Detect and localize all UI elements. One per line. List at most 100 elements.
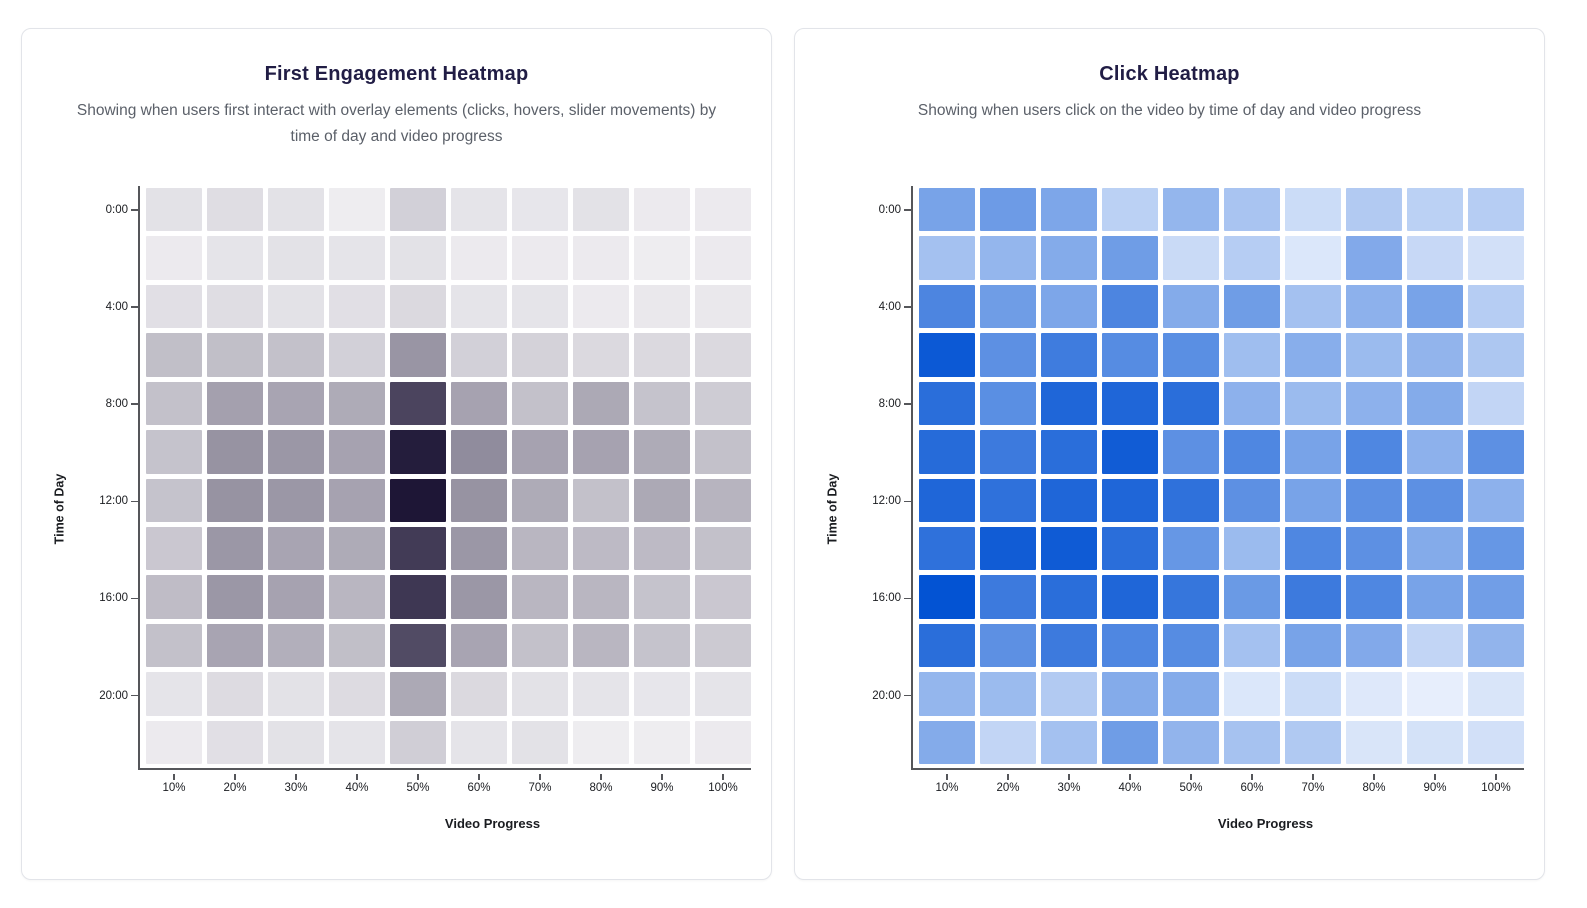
heatmap-cell[interactable] — [1407, 188, 1463, 232]
heatmap-cell[interactable] — [512, 430, 568, 474]
heatmap-cell[interactable] — [1224, 478, 1280, 522]
heatmap-cell[interactable] — [146, 720, 202, 764]
heatmap-cell[interactable] — [695, 720, 751, 764]
heatmap-cell[interactable] — [1346, 720, 1402, 764]
heatmap-cell[interactable] — [1285, 623, 1341, 668]
heatmap-cell[interactable] — [1163, 430, 1219, 474]
heatmap-cell[interactable] — [1224, 720, 1280, 764]
heatmap-cell[interactable] — [1041, 478, 1097, 522]
heatmap-cell[interactable] — [980, 188, 1036, 232]
heatmap-cell[interactable] — [1285, 236, 1341, 280]
heatmap-cell[interactable] — [573, 672, 629, 716]
heatmap-cell[interactable] — [512, 236, 568, 280]
heatmap-cell[interactable] — [695, 430, 751, 474]
heatmap-cell[interactable] — [1163, 720, 1219, 764]
heatmap-cell[interactable] — [634, 381, 690, 426]
heatmap-cell[interactable] — [919, 236, 975, 280]
heatmap-cell[interactable] — [1102, 430, 1158, 474]
heatmap-cell[interactable] — [207, 720, 263, 764]
heatmap-cell[interactable] — [634, 236, 690, 280]
heatmap-cell[interactable] — [919, 575, 975, 619]
heatmap-cell[interactable] — [390, 333, 446, 377]
heatmap-cell[interactable] — [1468, 623, 1524, 668]
heatmap-cell[interactable] — [207, 333, 263, 377]
heatmap-cell[interactable] — [1285, 672, 1341, 716]
heatmap-cell[interactable] — [573, 381, 629, 426]
heatmap-cell[interactable] — [980, 236, 1036, 280]
heatmap-cell[interactable] — [1285, 284, 1341, 329]
heatmap-cell[interactable] — [1346, 526, 1402, 571]
heatmap-cell[interactable] — [695, 672, 751, 716]
heatmap-cell[interactable] — [207, 623, 263, 668]
heatmap-cell[interactable] — [268, 333, 324, 377]
heatmap-cell[interactable] — [1163, 188, 1219, 232]
heatmap-cell[interactable] — [1224, 236, 1280, 280]
heatmap-cell[interactable] — [1468, 720, 1524, 764]
heatmap-cell[interactable] — [980, 381, 1036, 426]
heatmap-cell[interactable] — [573, 284, 629, 329]
heatmap-cell[interactable] — [1346, 430, 1402, 474]
heatmap-cell[interactable] — [573, 526, 629, 571]
heatmap-cell[interactable] — [512, 188, 568, 232]
heatmap-cell[interactable] — [1285, 720, 1341, 764]
heatmap-cell[interactable] — [573, 333, 629, 377]
heatmap-cell[interactable] — [980, 575, 1036, 619]
heatmap-cell[interactable] — [512, 381, 568, 426]
heatmap-cell[interactable] — [207, 575, 263, 619]
heatmap-cell[interactable] — [1102, 478, 1158, 522]
heatmap-cell[interactable] — [919, 672, 975, 716]
heatmap-cell[interactable] — [268, 720, 324, 764]
heatmap-cell[interactable] — [634, 430, 690, 474]
heatmap-cell[interactable] — [1041, 381, 1097, 426]
heatmap-cell[interactable] — [207, 430, 263, 474]
heatmap-cell[interactable] — [329, 478, 385, 522]
heatmap-cell[interactable] — [1041, 575, 1097, 619]
heatmap-cell[interactable] — [573, 188, 629, 232]
heatmap-cell[interactable] — [268, 430, 324, 474]
heatmap-cell[interactable] — [390, 575, 446, 619]
heatmap-cell[interactable] — [1163, 672, 1219, 716]
heatmap-cell[interactable] — [1041, 430, 1097, 474]
heatmap-cell[interactable] — [695, 478, 751, 522]
heatmap-cell[interactable] — [390, 623, 446, 668]
heatmap-cell[interactable] — [451, 575, 507, 619]
heatmap-cell[interactable] — [1468, 188, 1524, 232]
heatmap-cell[interactable] — [268, 623, 324, 668]
heatmap-cell[interactable] — [1224, 333, 1280, 377]
heatmap-cell[interactable] — [329, 333, 385, 377]
heatmap-cell[interactable] — [451, 333, 507, 377]
heatmap-cell[interactable] — [573, 575, 629, 619]
heatmap-cell[interactable] — [1468, 381, 1524, 426]
heatmap-cell[interactable] — [1346, 381, 1402, 426]
heatmap-cell[interactable] — [980, 430, 1036, 474]
heatmap-cell[interactable] — [1102, 526, 1158, 571]
heatmap-cell[interactable] — [1102, 720, 1158, 764]
heatmap-cell[interactable] — [146, 381, 202, 426]
heatmap-cell[interactable] — [1041, 333, 1097, 377]
heatmap-cell[interactable] — [451, 188, 507, 232]
heatmap-cell[interactable] — [207, 188, 263, 232]
heatmap-cell[interactable] — [695, 623, 751, 668]
heatmap-cell[interactable] — [512, 720, 568, 764]
heatmap-cell[interactable] — [268, 381, 324, 426]
heatmap-cell[interactable] — [1407, 575, 1463, 619]
heatmap-cell[interactable] — [1163, 333, 1219, 377]
heatmap-cell[interactable] — [1041, 188, 1097, 232]
heatmap-cell[interactable] — [919, 333, 975, 377]
heatmap-cell[interactable] — [1346, 672, 1402, 716]
heatmap-cell[interactable] — [1468, 284, 1524, 329]
heatmap-cell[interactable] — [512, 333, 568, 377]
heatmap-cell[interactable] — [919, 526, 975, 571]
heatmap-cell[interactable] — [634, 188, 690, 232]
heatmap-cell[interactable] — [390, 381, 446, 426]
heatmap-cell[interactable] — [390, 672, 446, 716]
heatmap-cell[interactable] — [1102, 236, 1158, 280]
heatmap-cell[interactable] — [329, 430, 385, 474]
heatmap-cell[interactable] — [146, 575, 202, 619]
heatmap-cell[interactable] — [919, 478, 975, 522]
heatmap-cell[interactable] — [1224, 526, 1280, 571]
heatmap-cell[interactable] — [1041, 672, 1097, 716]
heatmap-cell[interactable] — [1041, 526, 1097, 571]
heatmap-cell[interactable] — [268, 526, 324, 571]
heatmap-cell[interactable] — [146, 333, 202, 377]
